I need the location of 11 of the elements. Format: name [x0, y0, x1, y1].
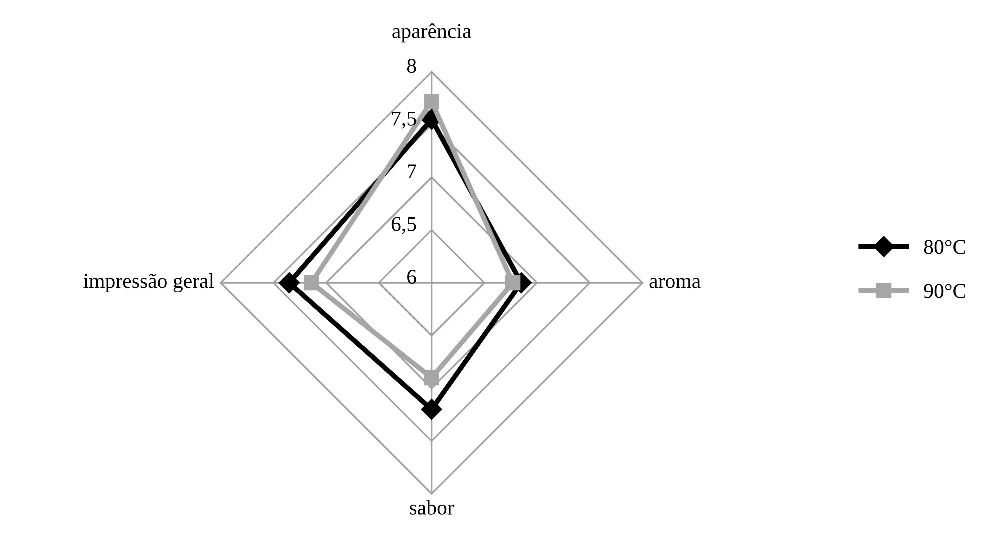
legend-label: 80°C	[924, 240, 966, 254]
legend-label: 90°C	[924, 284, 966, 298]
spoke-label: aparência	[392, 24, 472, 43]
spoke-label: impressão geral	[84, 274, 214, 293]
spoke-label: aroma	[650, 278, 701, 288]
spoke-label: sabor	[410, 500, 454, 515]
y-tick-label: 7	[408, 164, 416, 178]
y-tick-label: 7,5	[392, 112, 416, 129]
y-tick-label: 6	[408, 270, 416, 284]
y-tick-label: 6,5	[392, 217, 416, 234]
y-tick-label: 8	[407, 59, 416, 74]
